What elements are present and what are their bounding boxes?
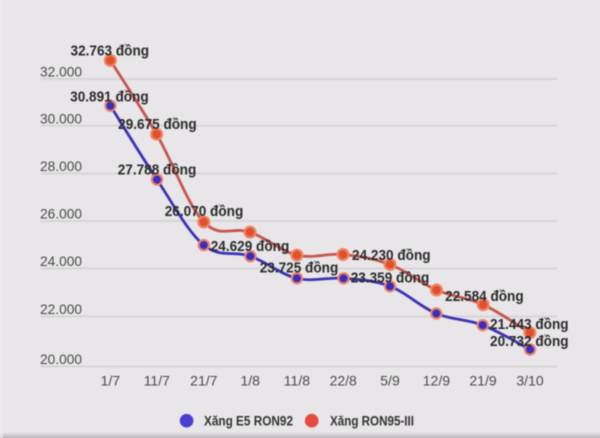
svg-text:23.359 đồng: 23.359 đồng: [351, 271, 430, 287]
svg-text:30.891 đồng: 30.891 đồng: [70, 90, 149, 106]
svg-text:29.675 đồng: 29.675 đồng: [118, 117, 197, 133]
svg-text:27.788 đồng: 27.788 đồng: [118, 163, 197, 179]
svg-text:24.230 đồng: 24.230 đồng: [352, 248, 431, 264]
svg-text:12/9: 12/9: [423, 373, 450, 389]
svg-text:Xăng E5 RON92: Xăng E5 RON92: [204, 413, 293, 428]
svg-text:20.000: 20.000: [40, 351, 82, 367]
svg-text:26.000: 26.000: [40, 206, 82, 222]
svg-text:Xăng RON95-III: Xăng RON95-III: [330, 413, 414, 428]
svg-text:21/7: 21/7: [190, 373, 217, 389]
svg-text:22.584 đồng: 22.584 đồng: [445, 289, 524, 305]
svg-text:11/8: 11/8: [284, 373, 310, 389]
svg-text:21/9: 21/9: [469, 373, 496, 389]
svg-text:11/7: 11/7: [144, 373, 170, 389]
svg-text:5/9: 5/9: [380, 373, 400, 389]
svg-text:22.000: 22.000: [40, 301, 82, 317]
svg-text:20.732 đồng: 20.732 đồng: [490, 334, 569, 350]
svg-text:30.000: 30.000: [40, 110, 82, 126]
svg-text:3/10: 3/10: [516, 373, 543, 389]
svg-text:22/8: 22/8: [330, 373, 357, 389]
svg-text:32.000: 32.000: [40, 64, 82, 80]
svg-text:1/8: 1/8: [240, 373, 260, 389]
svg-text:26.070 đồng: 26.070 đồng: [165, 204, 244, 220]
svg-text:32.763 đồng: 32.763 đồng: [71, 44, 150, 60]
svg-text:24.000: 24.000: [40, 253, 82, 269]
svg-text:21.443 đồng: 21.443 đồng: [490, 317, 569, 333]
svg-text:1/7: 1/7: [101, 373, 121, 389]
svg-text:23.725 đồng: 23.725 đồng: [260, 261, 339, 277]
svg-text:28.000: 28.000: [40, 158, 82, 174]
svg-text:24.629 đồng: 24.629 đồng: [211, 239, 290, 255]
